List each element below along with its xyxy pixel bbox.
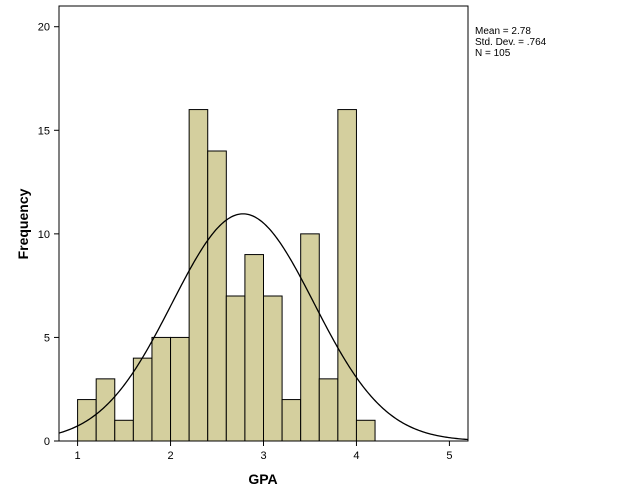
histogram-bar-6 xyxy=(188,109,209,442)
x-tick-label-5: 5 xyxy=(446,450,452,462)
normal-curve xyxy=(58,213,469,441)
x-axis-title: GPA xyxy=(248,471,277,487)
histogram-bar-11 xyxy=(281,399,302,442)
mean-label: Mean = 2.78 xyxy=(475,26,531,37)
y-tick-label-0: 0 xyxy=(44,436,50,448)
std-dev-label: Std. Dev. = .764 xyxy=(475,37,547,48)
x-tick-label-4: 4 xyxy=(353,450,359,462)
y-tick-label-20: 20 xyxy=(38,22,50,34)
histogram-bar-12 xyxy=(300,233,320,442)
stats-legend: Mean = 2.78 Std. Dev. = .764 N = 105 xyxy=(475,26,546,59)
histogram-bar-15 xyxy=(355,419,376,442)
x-axis: 1 2 3 4 5 xyxy=(75,441,452,462)
y-tick-label-10: 10 xyxy=(38,229,50,241)
histogram-bar-1 xyxy=(95,378,116,442)
histogram-bar-4 xyxy=(151,336,172,442)
x-tick-label-1: 1 xyxy=(75,450,81,462)
histogram-bar-14 xyxy=(337,109,357,442)
histogram-bar-9 xyxy=(244,254,264,442)
histogram-bar-3 xyxy=(132,357,153,442)
y-axis-title: Frequency xyxy=(15,188,31,259)
y-axis: 0 5 10 15 20 xyxy=(38,22,59,448)
histogram-bar-8 xyxy=(225,295,246,442)
y-tick-label-15: 15 xyxy=(38,125,50,137)
histogram-bar-7 xyxy=(207,150,227,442)
histogram-bar-5 xyxy=(170,336,190,442)
histogram-bar-13 xyxy=(318,378,339,442)
y-tick-label-5: 5 xyxy=(44,332,50,344)
x-tick-label-2: 2 xyxy=(167,450,173,462)
n-label: N = 105 xyxy=(475,48,511,59)
histogram-bar-10 xyxy=(263,295,283,442)
histogram-bar-2 xyxy=(114,419,134,442)
x-tick-label-3: 3 xyxy=(260,450,266,462)
